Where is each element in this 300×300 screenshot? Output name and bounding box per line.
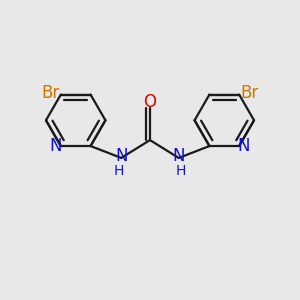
Text: N: N — [238, 137, 250, 155]
Text: H: H — [176, 164, 186, 178]
Text: O: O — [143, 93, 157, 111]
Text: N: N — [50, 137, 62, 155]
Text: H: H — [114, 164, 124, 178]
Text: Br: Br — [240, 84, 258, 102]
Text: Br: Br — [42, 84, 60, 102]
Text: N: N — [172, 147, 185, 165]
Text: N: N — [115, 147, 128, 165]
